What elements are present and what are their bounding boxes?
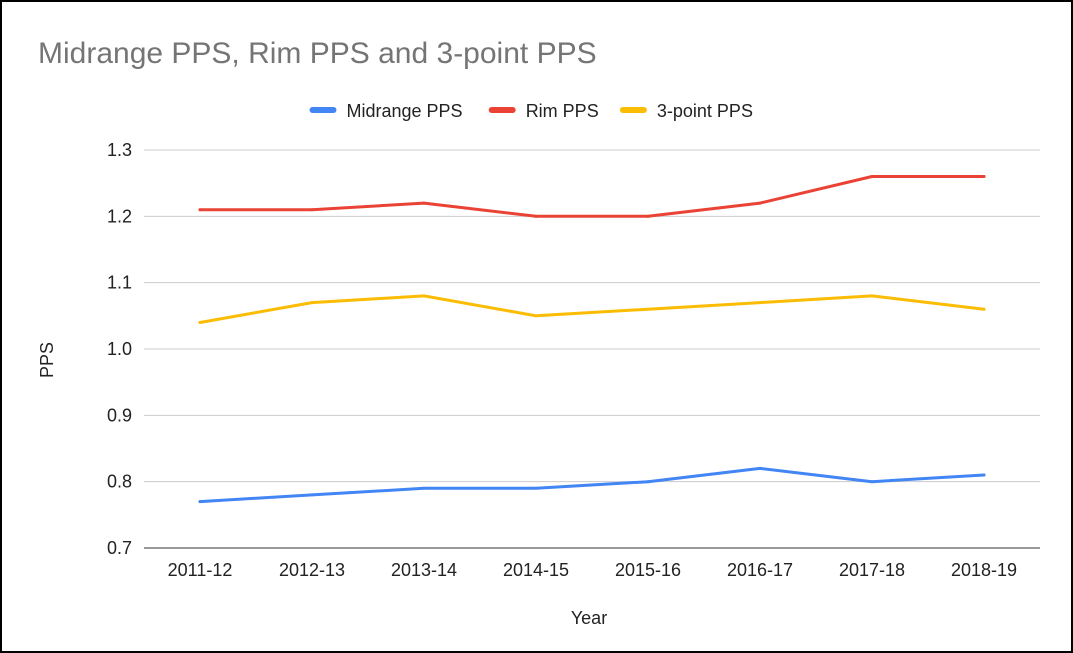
data-point	[534, 314, 538, 318]
y-tick-label: 1.0	[107, 339, 132, 359]
legend-item: 3-point PPS	[619, 101, 753, 121]
y-tick-label: 0.8	[107, 472, 132, 492]
legend-item: Rim PPS	[488, 101, 599, 121]
y-tick-label: 1.2	[107, 206, 132, 226]
data-point	[422, 201, 426, 205]
data-point	[646, 307, 650, 311]
legend-label: 3-point PPS	[657, 101, 753, 121]
x-tick-label: 2018-19	[951, 560, 1017, 580]
data-point	[646, 480, 650, 484]
data-point	[982, 473, 986, 477]
series-line-3-point-pps	[198, 294, 986, 324]
data-point	[534, 214, 538, 218]
gridlines	[144, 149, 1040, 549]
y-axis-title: PPS	[37, 342, 57, 378]
legend-swatch	[619, 107, 647, 113]
data-point	[534, 486, 538, 490]
data-point	[422, 294, 426, 298]
data-point	[982, 175, 986, 179]
y-tick-label: 0.7	[107, 538, 132, 558]
legend: Midrange PPS Rim PPS 3-point PPS	[309, 101, 753, 121]
data-point	[310, 493, 314, 497]
x-axis-ticks: 2011-12 2012-13 2013-14 2014-15 2015-16 2016-…	[168, 560, 1017, 580]
x-tick-label: 2017-18	[839, 560, 905, 580]
data-point	[646, 214, 650, 218]
data-point	[422, 486, 426, 490]
series-line-midrange-pps	[198, 466, 986, 504]
legend-swatch	[488, 107, 516, 113]
x-tick-label: 2014-15	[503, 560, 569, 580]
data-point	[198, 208, 202, 212]
data-point	[310, 208, 314, 212]
x-tick-label: 2016-17	[727, 560, 793, 580]
data-point	[870, 175, 874, 179]
x-tick-label: 2012-13	[279, 560, 345, 580]
y-tick-label: 0.9	[107, 405, 132, 425]
x-tick-label: 2015-16	[615, 560, 681, 580]
legend-item: Midrange PPS	[309, 101, 463, 121]
chart-title: Midrange PPS, Rim PPS and 3-point PPS	[38, 37, 597, 70]
data-point	[870, 480, 874, 484]
legend-label: Midrange PPS	[347, 101, 463, 121]
data-point	[758, 201, 762, 205]
data-point	[198, 500, 202, 504]
data-point	[310, 301, 314, 305]
series-lines	[198, 175, 986, 504]
x-tick-label: 2011-12	[168, 560, 233, 580]
data-point	[870, 294, 874, 298]
x-tick-label: 2013-14	[391, 560, 457, 580]
legend-swatch	[309, 107, 337, 113]
legend-label: Rim PPS	[526, 101, 599, 121]
y-tick-label: 1.1	[107, 273, 132, 293]
y-axis-ticks: 1.3 1.2 1.1 1.0 0.9 0.8 0.7	[107, 140, 132, 558]
series-line-rim-pps	[198, 175, 986, 218]
y-tick-label: 1.3	[107, 140, 132, 160]
data-point	[198, 320, 202, 324]
data-point	[758, 466, 762, 470]
data-point	[758, 301, 762, 305]
data-point	[982, 307, 986, 311]
x-axis-title: Year	[571, 608, 607, 628]
